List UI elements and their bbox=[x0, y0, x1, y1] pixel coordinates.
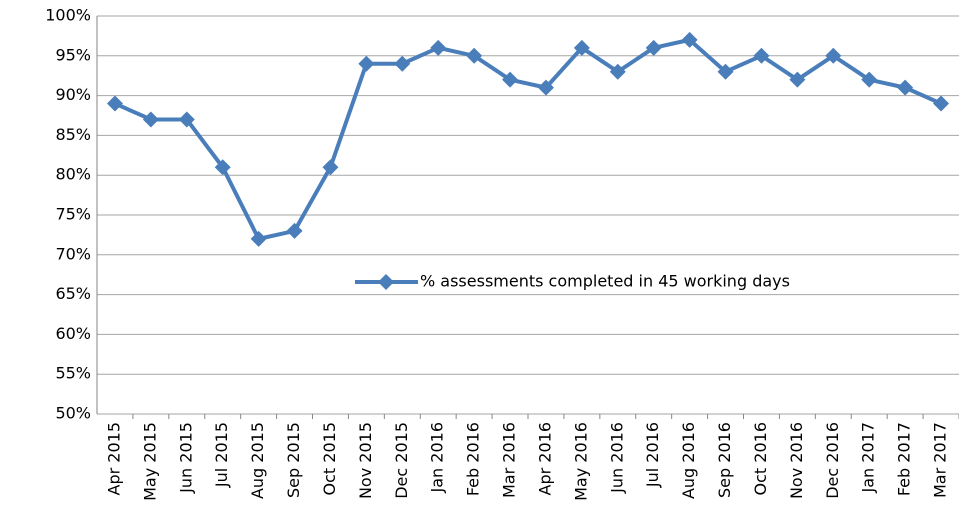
marker bbox=[573, 39, 590, 56]
marker bbox=[861, 71, 878, 88]
y-tick-label: 95% bbox=[55, 45, 91, 64]
marker bbox=[466, 47, 483, 64]
marker bbox=[286, 222, 303, 239]
legend-label: % assessments completed in 45 working da… bbox=[420, 272, 790, 291]
y-tick-label: 90% bbox=[55, 85, 91, 104]
x-tick-label: Jun 2015 bbox=[176, 422, 195, 494]
x-tick-label: Nov 2015 bbox=[356, 422, 375, 499]
x-tick-label: Jun 2016 bbox=[607, 422, 626, 494]
marker bbox=[178, 111, 195, 128]
x-tick-label: May 2016 bbox=[571, 422, 590, 501]
x-tick-label: Jan 2017 bbox=[859, 422, 878, 493]
y-tick-label: 85% bbox=[55, 125, 91, 144]
y-tick-label: 60% bbox=[55, 324, 91, 343]
y-tick-label: 65% bbox=[55, 284, 91, 303]
marker bbox=[609, 63, 626, 80]
x-tick-label: Mar 2017 bbox=[931, 422, 950, 498]
marker bbox=[214, 159, 231, 176]
marker bbox=[753, 47, 770, 64]
x-tick-label: Feb 2017 bbox=[895, 422, 914, 496]
x-tick-label: Jan 2016 bbox=[428, 422, 447, 493]
marker bbox=[825, 47, 842, 64]
x-tick-label: Jul 2015 bbox=[212, 422, 231, 488]
y-tick-label: 70% bbox=[55, 244, 91, 263]
marker bbox=[717, 63, 734, 80]
x-tick-label: Dec 2015 bbox=[392, 422, 411, 499]
y-tick-label: 80% bbox=[55, 165, 91, 184]
y-tick-label: 50% bbox=[55, 404, 91, 423]
marker bbox=[502, 71, 519, 88]
x-tick-label: Mar 2016 bbox=[500, 422, 519, 498]
marker bbox=[358, 55, 375, 72]
marker bbox=[322, 159, 339, 176]
series-line bbox=[114, 37, 942, 241]
y-tick-label: 55% bbox=[55, 364, 91, 383]
marker bbox=[430, 39, 447, 56]
marker bbox=[897, 79, 914, 96]
x-tick-label: Oct 2015 bbox=[320, 422, 339, 495]
x-tick-label: May 2015 bbox=[140, 422, 159, 501]
y-tick-label: 100% bbox=[45, 6, 91, 25]
x-tick-label: Feb 2016 bbox=[464, 422, 483, 496]
x-tick-label: Jul 2016 bbox=[643, 422, 662, 488]
x-tick-label: Aug 2015 bbox=[248, 422, 267, 499]
x-tick-label: Apr 2016 bbox=[535, 422, 554, 495]
marker bbox=[537, 79, 554, 96]
x-tick-label: Nov 2016 bbox=[787, 422, 806, 499]
marker bbox=[789, 71, 806, 88]
marker bbox=[681, 31, 698, 48]
x-tick-label: Sep 2015 bbox=[284, 422, 303, 498]
marker bbox=[645, 39, 662, 56]
legend-marker bbox=[378, 274, 394, 290]
x-tick-label: Apr 2015 bbox=[104, 422, 123, 495]
y-tick-label: 75% bbox=[55, 205, 91, 224]
marker bbox=[933, 95, 950, 112]
marker bbox=[142, 111, 159, 128]
marker bbox=[394, 55, 411, 72]
x-tick-label: Oct 2016 bbox=[751, 422, 770, 495]
x-tick-label: Sep 2016 bbox=[715, 422, 734, 498]
x-tick-label: Aug 2016 bbox=[679, 422, 698, 499]
marker bbox=[250, 230, 267, 247]
x-tick-label: Dec 2016 bbox=[823, 422, 842, 499]
marker bbox=[106, 95, 123, 112]
